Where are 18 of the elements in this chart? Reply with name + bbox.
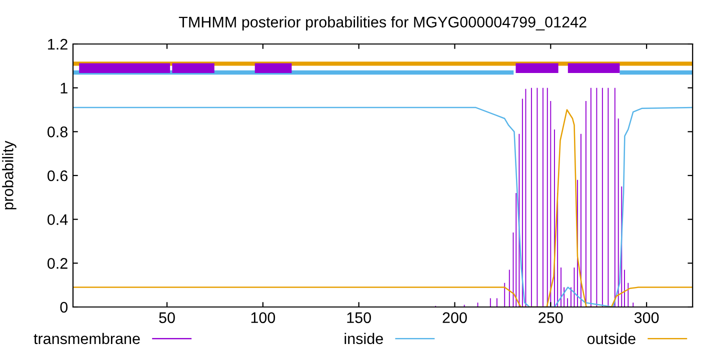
x-tick-label: 100 bbox=[251, 312, 276, 324]
y-tick-label: 0.6 bbox=[48, 170, 68, 182]
x-tick-label: 50 bbox=[159, 312, 175, 324]
y-tick-label: 1.2 bbox=[48, 38, 68, 50]
legend-label: transmembrane bbox=[34, 332, 140, 344]
y-axis-title: probability bbox=[2, 140, 16, 210]
legend-label: inside bbox=[344, 332, 383, 344]
y-tick-label: 0.8 bbox=[48, 126, 68, 138]
y-tick-label: 0.2 bbox=[48, 258, 68, 269]
x-tick-label: 200 bbox=[442, 312, 467, 324]
y-tick-label: 0 bbox=[60, 302, 68, 313]
x-tick-label: 250 bbox=[538, 312, 563, 324]
x-tick-label: 300 bbox=[634, 312, 659, 324]
legend-label: outside bbox=[587, 332, 636, 344]
chart-title: TMHMM posterior probabilities for MGYG000004799_01242 bbox=[178, 16, 586, 31]
y-tick-label: 0.4 bbox=[48, 214, 68, 226]
y-tick-label: 1 bbox=[60, 82, 68, 94]
x-tick-label: 150 bbox=[347, 312, 371, 324]
